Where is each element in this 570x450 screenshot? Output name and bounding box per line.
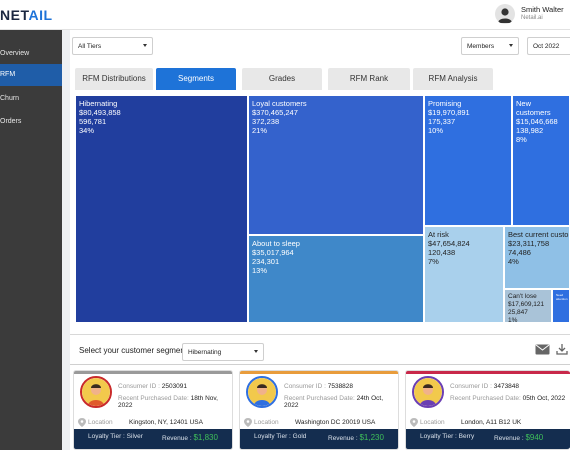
user-name: Smith Walter <box>521 5 564 14</box>
treemap-tile-at-risk[interactable]: At risk $47,654,824 120,438 7% <box>424 226 504 323</box>
chevron-down-icon <box>143 44 147 47</box>
customer-card[interactable]: Consumer ID : 2503091 Recent Purchased D… <box>73 370 233 450</box>
card-footer <box>406 429 570 449</box>
segment-picker-label: Select your customer segment <box>79 346 188 355</box>
customer-avatar <box>412 376 444 408</box>
consumer-id: 3473848 <box>493 383 520 390</box>
tab-grades[interactable]: Grades <box>242 68 322 90</box>
customer-location: Washington DC 20019 USA <box>295 419 376 426</box>
metric-select[interactable]: Members <box>461 37 519 55</box>
sidebar-item-overview[interactable]: Overview <box>0 50 30 57</box>
recent-purchase-date: 24th Oct, 2022 <box>284 395 384 409</box>
card-accent-bar <box>406 371 570 374</box>
download-icon[interactable] <box>556 343 568 355</box>
card-footer <box>240 429 398 449</box>
treemap-tile-hibernating[interactable]: Hibernating $80,493,858 596,781 34% <box>75 95 248 323</box>
sidebar-item-rfm[interactable]: RFM <box>0 64 62 86</box>
customer-avatar <box>246 376 278 408</box>
card-accent-bar <box>240 371 398 374</box>
treemap-tile-cant-lose[interactable]: Can't lose $17,609,121 25,847 1% <box>504 289 552 323</box>
treemap-tile-about-to-sleep[interactable]: About to sleep $35,017,964 234,301 13% <box>248 235 424 323</box>
treemap-tile-best-current-customers[interactable]: Best current customers$23,311,75874,4864… <box>504 226 570 289</box>
tab-rfm-rank[interactable]: RFM Rank <box>328 68 410 90</box>
treemap-tile-need-attention[interactable]: Need attention <box>552 289 570 323</box>
customer-avatar <box>80 376 112 408</box>
customer-revenue: $940 <box>525 433 544 442</box>
top-bar: NETAIL Smith Walter Netail.ai <box>0 0 570 30</box>
treemap-tile-new-customers[interactable]: New customers $15,046,668 138,982 8% <box>512 95 570 226</box>
user-org: Netail.ai <box>521 15 543 21</box>
person-icon <box>414 378 442 406</box>
customer-location: Kingston, NY, 12401 USA <box>129 419 203 426</box>
sidebar: Overview RFM Churn Orders <box>0 30 62 450</box>
customer-revenue: $1,830 <box>193 433 218 442</box>
cards-divider <box>70 364 570 365</box>
tab-rfm-distributions[interactable]: RFM Distributions <box>75 68 153 90</box>
card-accent-bar <box>74 371 232 374</box>
loyalty-tier: Gold <box>292 433 307 440</box>
loyalty-tier: Silver <box>126 433 143 440</box>
location-pin-icon <box>78 418 86 427</box>
customer-card[interactable]: Consumer ID : 3473848 Recent Purchased D… <box>405 370 570 450</box>
segment-select[interactable]: Hibernating <box>182 343 264 361</box>
sidebar-item-orders[interactable]: Orders <box>0 118 22 125</box>
tab-rfm-analysis[interactable]: RFM Analysis <box>413 68 493 90</box>
person-icon <box>82 378 110 406</box>
location-pin-icon <box>244 418 252 427</box>
location-pin-icon <box>410 418 418 427</box>
section-divider <box>70 334 570 335</box>
user-avatar[interactable] <box>495 4 515 24</box>
treemap-tile-promising[interactable]: Promising $19,970,891 175,337 10% <box>424 95 512 226</box>
consumer-id: 7538828 <box>327 383 354 390</box>
chevron-down-icon <box>509 44 513 47</box>
card-footer <box>74 429 232 449</box>
customer-location: London, A11 B12 UK <box>461 419 522 426</box>
chevron-down-icon <box>254 350 258 353</box>
recent-purchase-date: 05th Oct, 2022 <box>522 395 566 402</box>
treemap-tile-loyal-customers[interactable]: Loyal customers $370,465,247 372,238 21% <box>248 95 424 235</box>
recent-purchase-date: 18th Nov, 2022 <box>118 395 218 409</box>
segment-treemap: Hibernating $80,493,858 596,781 34% Loyal c… <box>75 95 570 323</box>
consumer-id: 2503091 <box>161 383 188 390</box>
customer-revenue: $1,230 <box>359 433 384 442</box>
app-logo[interactable]: NETAIL <box>0 7 53 23</box>
customer-card[interactable]: Consumer ID : 7538828 Recent Purchased D… <box>239 370 399 450</box>
tier-filter-select[interactable]: All Tiers <box>72 37 153 55</box>
user-icon <box>498 8 512 23</box>
period-select[interactable]: Oct 2022 <box>527 37 570 55</box>
person-icon <box>248 378 276 406</box>
tab-segments[interactable]: Segments <box>156 68 236 90</box>
sidebar-item-churn[interactable]: Churn <box>0 95 20 102</box>
loyalty-tier: Berry <box>458 433 475 440</box>
mail-icon[interactable] <box>535 344 550 355</box>
